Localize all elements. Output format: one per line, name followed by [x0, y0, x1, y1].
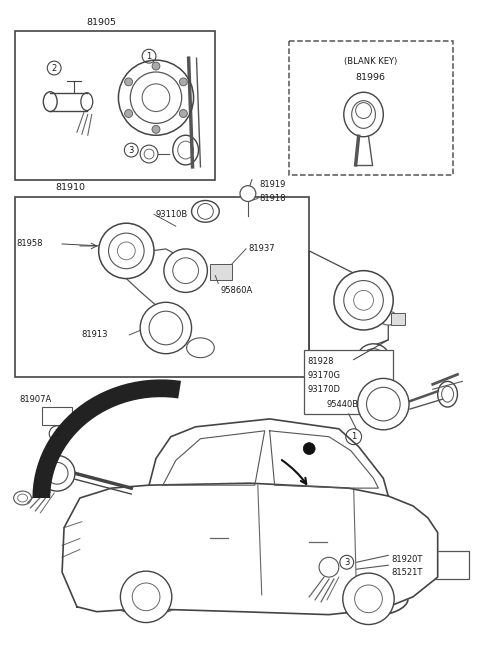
Ellipse shape	[173, 135, 199, 165]
Bar	[14, 31, 216, 179]
Ellipse shape	[379, 311, 397, 325]
Circle shape	[303, 443, 315, 455]
Text: 95440B: 95440B	[327, 400, 359, 409]
Text: 93170G: 93170G	[307, 371, 340, 380]
Circle shape	[149, 311, 183, 345]
Ellipse shape	[81, 93, 93, 111]
Ellipse shape	[438, 381, 457, 407]
Ellipse shape	[362, 348, 384, 367]
Circle shape	[118, 242, 135, 260]
Circle shape	[125, 109, 132, 117]
Text: 81996: 81996	[356, 73, 385, 83]
Circle shape	[132, 583, 160, 610]
Ellipse shape	[294, 594, 314, 610]
Circle shape	[47, 61, 61, 75]
Ellipse shape	[358, 344, 389, 371]
Text: 95860A: 95860A	[220, 286, 252, 295]
Ellipse shape	[187, 338, 214, 358]
Circle shape	[124, 143, 138, 157]
Ellipse shape	[442, 386, 454, 402]
Ellipse shape	[192, 200, 219, 222]
Text: 93170D: 93170D	[307, 384, 340, 394]
Circle shape	[39, 455, 75, 491]
Circle shape	[140, 303, 192, 354]
Bar	[66, 562, 94, 577]
Ellipse shape	[344, 92, 384, 137]
Bar	[210, 264, 232, 280]
Circle shape	[319, 557, 339, 577]
Text: 93110B: 93110B	[156, 210, 188, 219]
Ellipse shape	[107, 580, 186, 614]
Text: 2: 2	[55, 429, 60, 438]
Circle shape	[49, 426, 65, 441]
Text: 81910: 81910	[55, 183, 85, 192]
Bar	[391, 313, 405, 325]
Circle shape	[197, 204, 213, 219]
Circle shape	[152, 62, 160, 70]
Text: 3: 3	[129, 145, 134, 155]
Bar	[289, 41, 453, 175]
Circle shape	[355, 585, 383, 612]
Circle shape	[120, 571, 172, 622]
Circle shape	[180, 109, 187, 117]
Circle shape	[46, 462, 68, 484]
Circle shape	[142, 49, 156, 63]
Text: 81905: 81905	[86, 18, 117, 26]
Circle shape	[99, 223, 154, 278]
Bar	[14, 196, 309, 377]
Circle shape	[343, 573, 394, 624]
Text: 81913: 81913	[82, 330, 108, 339]
Circle shape	[344, 280, 384, 320]
Ellipse shape	[352, 101, 375, 128]
Text: 81521T: 81521T	[391, 568, 422, 576]
Ellipse shape	[18, 494, 27, 502]
Circle shape	[240, 185, 256, 202]
Circle shape	[340, 555, 354, 569]
Text: 81918: 81918	[260, 194, 286, 203]
Polygon shape	[33, 379, 181, 498]
Circle shape	[334, 271, 393, 330]
Ellipse shape	[178, 141, 193, 159]
Text: 1: 1	[351, 432, 356, 441]
Polygon shape	[62, 483, 438, 614]
Text: 81920T: 81920T	[391, 555, 422, 564]
Circle shape	[125, 78, 132, 86]
Circle shape	[108, 233, 144, 269]
Text: 81928: 81928	[307, 357, 334, 366]
Circle shape	[354, 290, 373, 310]
Polygon shape	[149, 419, 388, 496]
Circle shape	[180, 78, 187, 86]
Circle shape	[346, 429, 361, 445]
Bar	[304, 350, 393, 414]
Text: 81907A: 81907A	[20, 395, 52, 403]
Circle shape	[358, 379, 409, 430]
Circle shape	[367, 387, 400, 421]
Text: 1: 1	[146, 52, 152, 61]
Circle shape	[164, 249, 207, 292]
Text: 3: 3	[344, 558, 349, 567]
Text: (BLANK KEY): (BLANK KEY)	[344, 56, 397, 66]
Ellipse shape	[368, 352, 379, 363]
Circle shape	[173, 258, 199, 284]
Bar	[388, 552, 469, 579]
Circle shape	[356, 103, 372, 119]
Text: 81958: 81958	[17, 240, 43, 248]
Ellipse shape	[43, 92, 57, 111]
Bar	[42, 407, 72, 425]
Text: 2: 2	[51, 64, 57, 73]
Ellipse shape	[13, 491, 32, 505]
Text: 81919: 81919	[260, 180, 286, 189]
Text: 81937: 81937	[248, 244, 275, 253]
Ellipse shape	[329, 582, 408, 616]
Circle shape	[152, 125, 160, 133]
